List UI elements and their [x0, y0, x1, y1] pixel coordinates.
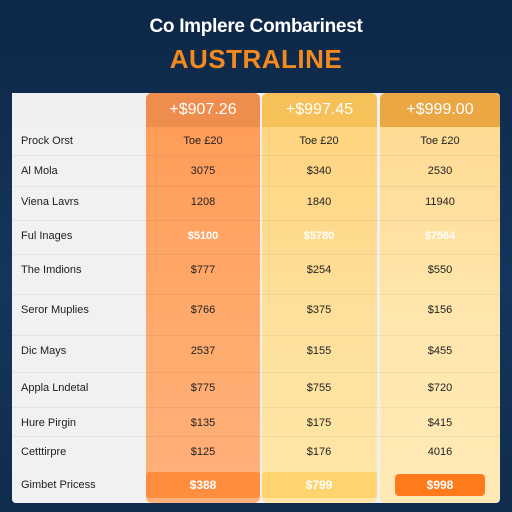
table-cell: $125 — [190, 446, 216, 458]
row-label: The Imdions — [21, 264, 82, 276]
plan-column-3: +$999.00 — [380, 93, 500, 503]
row-divider — [12, 186, 500, 187]
row-divider — [12, 254, 500, 255]
plan-column-1: +$907.26 — [146, 93, 260, 503]
table-cell: Toe £20 — [299, 135, 339, 147]
row-divider — [12, 220, 500, 221]
table-cell: 2537 — [190, 345, 216, 357]
table-cell: $455 — [427, 345, 453, 357]
row-divider — [12, 294, 500, 295]
plan-3-price[interactable]: +$999.00 — [380, 93, 500, 127]
table-cell: $254 — [306, 264, 332, 276]
row-label: Hure Pirgin — [21, 417, 77, 429]
plan-total-value: $998 — [426, 478, 454, 492]
row-label: Al Mola — [21, 165, 58, 177]
table-cell: 4016 — [427, 446, 453, 458]
table-cell: 1208 — [190, 196, 216, 208]
row-label: Ful Inages — [21, 230, 73, 242]
row-divider — [12, 372, 500, 373]
table-cell: $176 — [306, 446, 332, 458]
row-label: Seror Muplies — [21, 304, 89, 316]
table-cell: 3075 — [190, 165, 216, 177]
table-cell: $777 — [190, 264, 216, 276]
table-cell: $5780 — [303, 230, 335, 242]
plan-3-total-button[interactable] — [395, 474, 485, 496]
page-title: Co Implere Combarinest — [149, 16, 363, 37]
row-label: Cetttirpre — [21, 446, 67, 458]
plan-column-2: +$997.45 — [262, 93, 377, 503]
row-label: Prock Orst — [21, 135, 73, 147]
label-column-header — [12, 93, 144, 127]
row-divider — [12, 335, 500, 336]
table-cell: $5100 — [187, 230, 219, 242]
row-label-column — [12, 93, 144, 503]
table-cell: $156 — [427, 304, 453, 316]
table-cell: $135 — [190, 417, 216, 429]
table-cell: $766 — [190, 304, 216, 316]
row-divider — [12, 436, 500, 437]
table-cell: $755 — [306, 382, 332, 394]
row-label: Appla Lndetal — [21, 382, 89, 394]
table-cell: Toe £20 — [420, 135, 460, 147]
table-cell: $720 — [427, 382, 453, 394]
table-cell: $155 — [306, 345, 332, 357]
row-divider — [12, 407, 500, 408]
plan-1-total-highlight — [146, 472, 260, 498]
table-cell: $415 — [427, 417, 453, 429]
page-subtitle: AUSTRALINE — [169, 44, 343, 74]
table-cell: $340 — [306, 165, 332, 177]
table-cell: $775 — [190, 382, 216, 394]
plan-1-price[interactable]: +$907.26 — [146, 93, 260, 127]
row-label: Gimbet Pricess — [21, 479, 96, 491]
table-cell: $7564 — [424, 230, 456, 242]
row-label: Viena Lavrs — [21, 196, 79, 208]
plan-total-value: $799 — [305, 478, 333, 492]
table-cell: 2530 — [427, 165, 453, 177]
table-cell: 11940 — [425, 196, 455, 208]
table-cell: $550 — [427, 264, 453, 276]
table-cell: $375 — [306, 304, 332, 316]
plan-total-value: $388 — [189, 478, 217, 492]
table-cell: Toe £20 — [183, 135, 223, 147]
row-label: Dic Mays — [21, 345, 67, 357]
plan-2-total-highlight — [262, 472, 377, 498]
plan-2-price[interactable]: +$997.45 — [262, 93, 377, 127]
table-cell: 1840 — [306, 196, 332, 208]
row-divider — [12, 155, 500, 156]
comparison-table: +$907.26 +$997.45 +$999.00 Prock Orst Toe… — [12, 93, 500, 503]
table-cell: $175 — [306, 417, 332, 429]
